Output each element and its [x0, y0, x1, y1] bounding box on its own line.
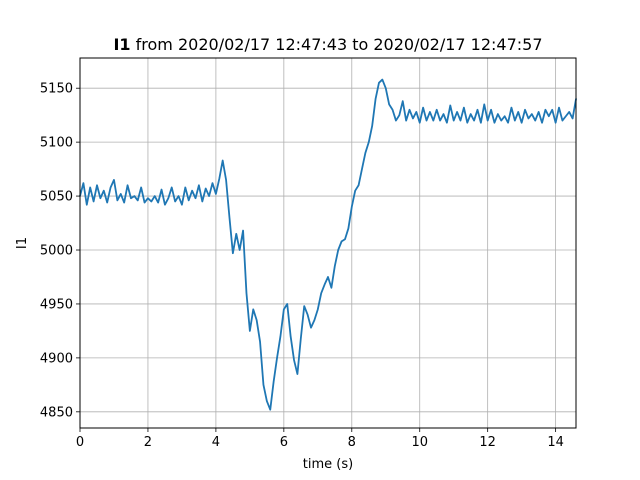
axis-ticks: 0 2 4 6 8 10 12 14 4850 4900 4950 5000 5050 5100 5150 — [40, 82, 564, 450]
x-tick-label: 10 — [411, 435, 428, 450]
y-tick-label: 5050 — [40, 190, 73, 205]
x-tick-label: 12 — [479, 435, 496, 450]
chart-title-bold: I1 — [113, 35, 130, 54]
series-line — [79, 78, 577, 411]
y-tick-label: 5000 — [40, 244, 73, 259]
chart-title: I1 from 2020/02/17 12:47:43 to 2020/02/1… — [113, 35, 542, 54]
y-axis-label: I1 — [15, 237, 30, 249]
y-tick-label: 4900 — [40, 351, 73, 366]
chart-title-rest: from 2020/02/17 12:47:43 to 2020/02/17 1… — [131, 35, 543, 54]
y-tick-label: 5150 — [40, 82, 73, 97]
x-tick-label: 6 — [280, 435, 288, 450]
y-tick-label: 4950 — [40, 297, 73, 312]
y-tick-label: 5100 — [40, 136, 73, 151]
x-tick-label: 2 — [144, 435, 152, 450]
plot-frame — [79, 57, 577, 429]
plot-area — [79, 78, 577, 411]
y-tick-label: 4850 — [40, 405, 73, 420]
x-tick-label: 0 — [76, 435, 84, 450]
x-axis-label: time (s) — [303, 457, 353, 472]
x-tick-label: 4 — [212, 435, 220, 450]
x-tick-label: 8 — [348, 435, 356, 450]
x-tick-label: 14 — [547, 435, 564, 450]
